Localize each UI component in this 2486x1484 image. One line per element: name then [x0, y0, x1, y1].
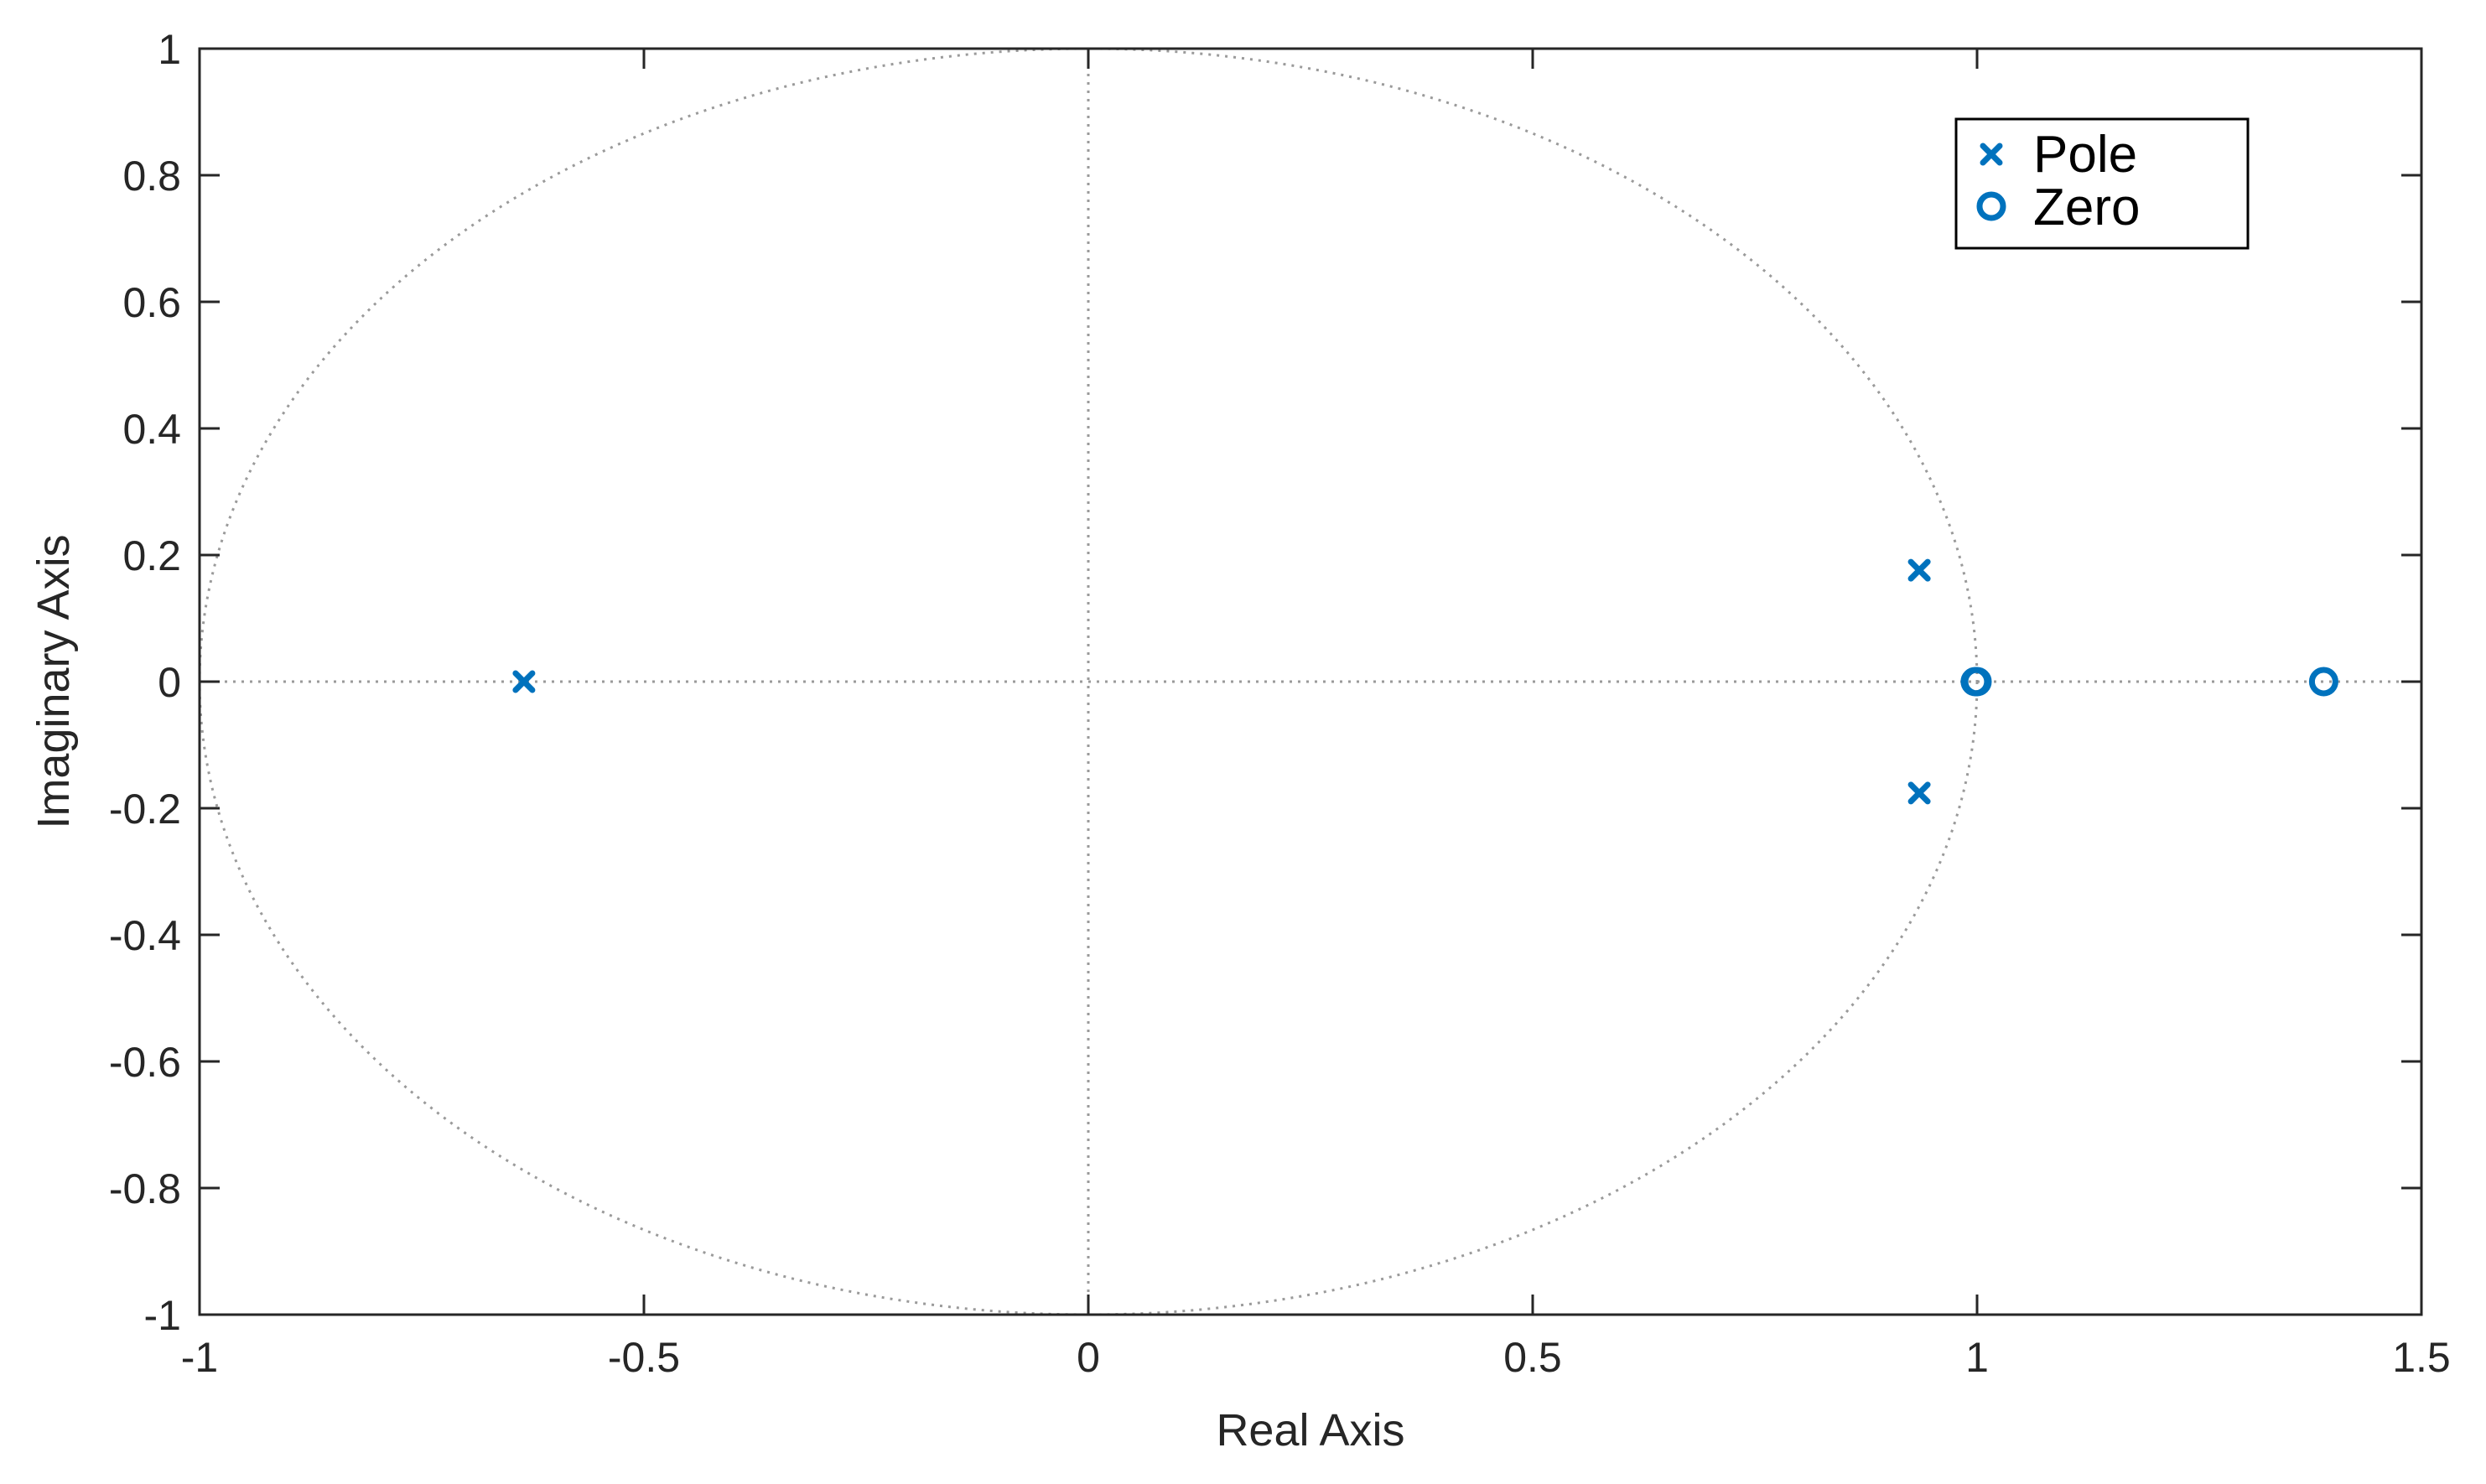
- zero-marker: [2308, 667, 2338, 697]
- legend-box: [1954, 117, 2250, 250]
- tick-label-layer: -1 -0.5 0 0.5 1 1.5 -1 -0.8 -0.6 -0.4 -0.2 0 0.2 0.4 0…: [109, 26, 2451, 1381]
- x-tick-label: 0: [1077, 1334, 1100, 1381]
- y-tick-label: 1: [158, 26, 181, 73]
- y-tick-label: -0.2: [109, 786, 181, 833]
- pole-marker: [1907, 558, 1931, 582]
- x-tick-label: -0.5: [608, 1334, 680, 1381]
- marker-layer: [512, 558, 2338, 805]
- reference-group: [200, 49, 2421, 1315]
- legend-pole-cross: [1980, 143, 2003, 166]
- x-axis-label: Real Axis: [1216, 1405, 1404, 1455]
- y-tick-label: 0.2: [122, 532, 181, 579]
- y-tick-label: -0.6: [109, 1039, 181, 1086]
- y-axis-label: Imaginary Axis: [29, 534, 79, 828]
- legend-zero-label: Zero: [2033, 179, 2140, 236]
- legend-zero-marker: [1976, 191, 2006, 221]
- x-tick-label: 0.5: [1503, 1334, 1562, 1381]
- y-tick-label: -0.4: [109, 912, 181, 959]
- pole-marker: [512, 670, 536, 693]
- y-tick-label: 0.6: [122, 279, 181, 326]
- tick-layer: [198, 47, 2423, 1316]
- legend-pole-marker: [1980, 143, 2003, 166]
- legend: Pole Zero: [1954, 117, 2250, 250]
- x-tick-label: 1.5: [2392, 1334, 2451, 1381]
- pole-marker: [1907, 781, 1931, 805]
- y-tick-label: -1: [144, 1292, 181, 1339]
- zero-marker: [1962, 667, 1992, 697]
- x-tick-label: -1: [181, 1334, 218, 1381]
- legend-pole-label: Pole: [2033, 126, 2137, 184]
- y-tick-label: 0.8: [122, 153, 181, 200]
- legend-zero-ring: [1976, 191, 2006, 221]
- reference-layer: [200, 49, 2421, 1315]
- x-tick-label: 1: [1965, 1334, 1989, 1381]
- y-tick-label: -0.8: [109, 1165, 181, 1212]
- y-tick-label: 0.4: [122, 406, 181, 453]
- y-tick-label: 0: [158, 659, 181, 706]
